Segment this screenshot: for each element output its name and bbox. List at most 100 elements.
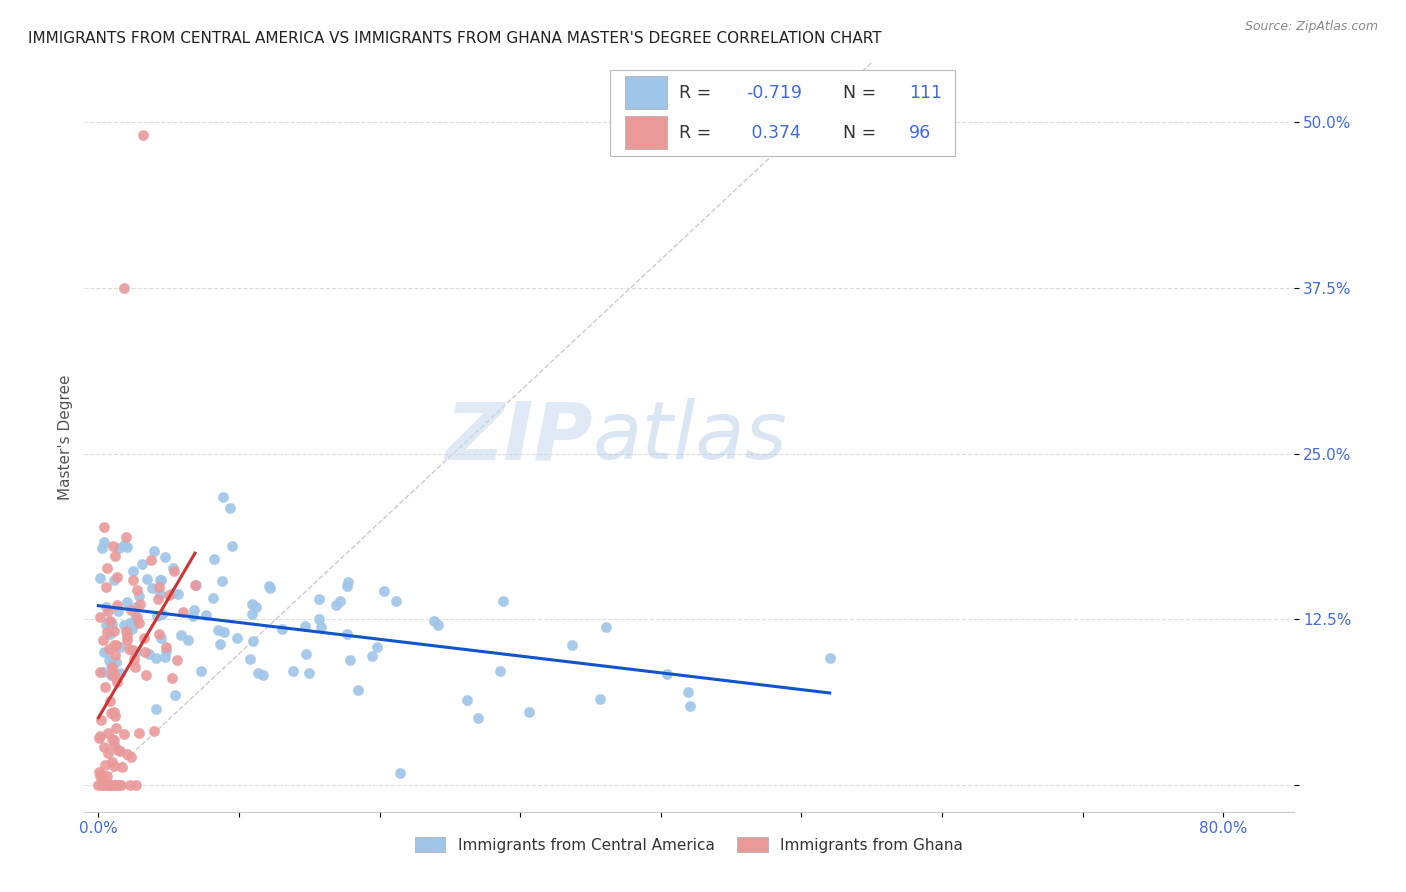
Point bbox=[121, 617, 143, 632]
Point bbox=[294, 619, 316, 633]
Point bbox=[124, 660, 146, 674]
Point bbox=[221, 540, 243, 554]
Point bbox=[96, 778, 118, 792]
FancyBboxPatch shape bbox=[610, 70, 955, 156]
Point bbox=[108, 541, 131, 555]
Point bbox=[141, 581, 163, 595]
Point bbox=[492, 593, 515, 607]
Point bbox=[120, 603, 142, 617]
Point bbox=[101, 666, 124, 681]
Point bbox=[655, 666, 678, 681]
Point bbox=[89, 665, 111, 680]
Point bbox=[207, 623, 229, 637]
Point bbox=[131, 557, 153, 571]
Text: N =: N = bbox=[842, 124, 882, 142]
Point bbox=[134, 645, 156, 659]
Point bbox=[105, 598, 128, 612]
Point bbox=[166, 653, 188, 667]
Point bbox=[184, 578, 207, 592]
Point bbox=[87, 778, 110, 792]
Text: R =: R = bbox=[679, 124, 717, 142]
Point bbox=[150, 573, 173, 587]
Point bbox=[162, 561, 184, 575]
Point bbox=[155, 644, 177, 658]
Text: 96: 96 bbox=[910, 124, 931, 142]
Point bbox=[209, 637, 232, 651]
Point bbox=[125, 645, 148, 659]
Point bbox=[98, 641, 121, 656]
Point bbox=[149, 587, 172, 601]
Text: Source: ZipAtlas.com: Source: ZipAtlas.com bbox=[1244, 20, 1378, 33]
Point bbox=[595, 620, 617, 634]
Point bbox=[366, 640, 388, 655]
Point bbox=[91, 778, 114, 792]
Point bbox=[104, 778, 127, 792]
Point bbox=[339, 653, 361, 667]
Point bbox=[143, 544, 166, 558]
Point bbox=[489, 664, 512, 678]
Legend: Immigrants from Central America, Immigrants from Ghana: Immigrants from Central America, Immigra… bbox=[408, 829, 970, 860]
Point bbox=[176, 633, 198, 648]
Point bbox=[91, 778, 114, 792]
Point bbox=[212, 491, 235, 505]
Point bbox=[561, 638, 583, 652]
Point bbox=[162, 585, 184, 599]
Point bbox=[163, 564, 186, 578]
Point bbox=[97, 726, 120, 740]
Point bbox=[115, 595, 138, 609]
Point bbox=[104, 708, 127, 723]
Point bbox=[115, 629, 138, 643]
Point bbox=[157, 588, 180, 602]
Point bbox=[90, 714, 112, 728]
Point bbox=[110, 640, 132, 654]
Point bbox=[125, 610, 148, 624]
Point bbox=[298, 665, 321, 680]
Point bbox=[172, 605, 194, 619]
Text: IMMIGRANTS FROM CENTRAL AMERICA VS IMMIGRANTS FROM GHANA MASTER'S DEGREE CORRELA: IMMIGRANTS FROM CENTRAL AMERICA VS IMMIG… bbox=[28, 31, 882, 46]
Point bbox=[104, 655, 127, 669]
Point bbox=[104, 638, 127, 652]
Point bbox=[467, 711, 489, 725]
Point bbox=[135, 572, 157, 586]
Point bbox=[145, 701, 167, 715]
Point bbox=[155, 640, 177, 654]
Text: 111: 111 bbox=[910, 84, 942, 103]
Point bbox=[98, 627, 121, 641]
Point bbox=[96, 625, 118, 640]
Point bbox=[308, 612, 330, 626]
Point bbox=[90, 541, 112, 555]
Point bbox=[145, 608, 167, 623]
Point bbox=[97, 778, 120, 792]
Point bbox=[103, 624, 125, 639]
Point bbox=[678, 699, 700, 714]
Point bbox=[219, 500, 242, 515]
Point bbox=[115, 530, 138, 544]
Point bbox=[456, 693, 478, 707]
Text: N =: N = bbox=[842, 84, 882, 103]
Point bbox=[103, 732, 125, 747]
Point bbox=[336, 627, 359, 641]
Point bbox=[121, 573, 143, 587]
Point bbox=[295, 647, 318, 661]
Point bbox=[94, 680, 117, 694]
Point bbox=[145, 650, 167, 665]
Point bbox=[97, 604, 120, 618]
Point bbox=[423, 614, 446, 628]
Point bbox=[336, 579, 359, 593]
Point bbox=[135, 668, 157, 682]
Point bbox=[98, 614, 121, 628]
Point bbox=[101, 617, 124, 632]
Point bbox=[91, 768, 114, 782]
Point bbox=[96, 769, 118, 783]
Point bbox=[252, 667, 274, 681]
Text: atlas: atlas bbox=[592, 398, 787, 476]
Point bbox=[153, 650, 176, 665]
Point bbox=[89, 571, 111, 585]
Point bbox=[166, 587, 188, 601]
Point bbox=[105, 778, 128, 792]
Point bbox=[101, 665, 124, 679]
Point bbox=[96, 600, 118, 615]
Point bbox=[195, 608, 218, 623]
Point bbox=[121, 642, 143, 657]
Point bbox=[96, 618, 118, 632]
